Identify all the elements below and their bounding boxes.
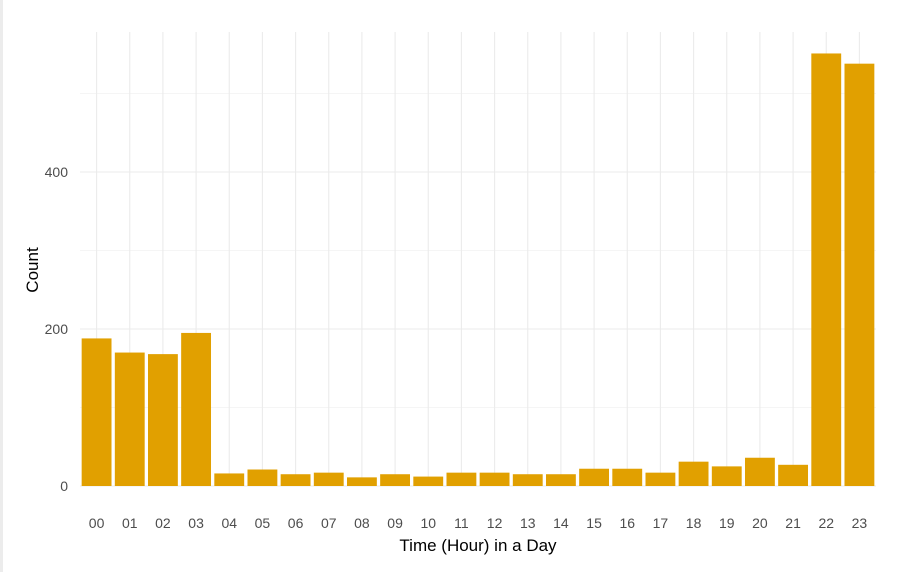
x-tick-label: 11 (454, 515, 469, 531)
bar-03 (181, 332, 212, 486)
x-tick-label: 12 (487, 515, 503, 531)
bar-05 (247, 469, 278, 486)
bar-12 (479, 472, 510, 486)
x-tick-label: 23 (852, 515, 868, 531)
x-tick-label: 06 (288, 515, 304, 531)
x-tick-label: 14 (553, 515, 569, 531)
bar-21 (778, 464, 809, 486)
bars (81, 53, 875, 487)
bar-15 (579, 468, 610, 486)
x-tick-label: 17 (653, 515, 669, 531)
bar-22 (811, 53, 842, 487)
bar-02 (147, 354, 178, 486)
x-tick-label: 02 (155, 515, 171, 531)
bar-04 (214, 473, 245, 486)
bar-11 (446, 472, 477, 486)
y-tick-label: 400 (45, 164, 69, 180)
y-tick-labels: 0 200 400 (45, 164, 69, 494)
x-tick-label: 21 (785, 515, 801, 531)
bar-08 (346, 477, 377, 486)
bar-17 (645, 472, 676, 486)
x-axis-title: Time (Hour) in a Day (399, 536, 557, 555)
x-tick-label: 18 (686, 515, 702, 531)
y-tick-label: 0 (60, 478, 68, 494)
x-tick-label: 20 (752, 515, 768, 531)
x-tick-label: 10 (420, 515, 436, 531)
x-tick-label: 15 (586, 515, 602, 531)
x-tick-label: 09 (387, 515, 403, 531)
bar-09 (380, 474, 411, 486)
bar-14 (545, 474, 576, 486)
y-tick-label: 200 (45, 321, 69, 337)
x-tick-label: 00 (89, 515, 105, 531)
x-tick-label: 05 (255, 515, 271, 531)
x-tick-label: 07 (321, 515, 337, 531)
x-tick-label: 01 (122, 515, 138, 531)
bar-16 (612, 468, 643, 486)
x-tick-label: 16 (619, 515, 635, 531)
bar-06 (280, 474, 311, 486)
bar-19 (711, 466, 742, 486)
x-tick-label: 22 (818, 515, 834, 531)
bar-13 (512, 474, 543, 486)
y-axis-title: Count (23, 247, 42, 293)
x-tick-label: 08 (354, 515, 370, 531)
bar-01 (114, 352, 145, 486)
bar-23 (844, 63, 875, 487)
x-tick-label: 19 (719, 515, 735, 531)
x-tick-label: 13 (520, 515, 536, 531)
bar-07 (313, 472, 344, 486)
bar-00 (81, 338, 112, 486)
bar-10 (413, 476, 444, 486)
bar-20 (744, 457, 775, 486)
x-tick-labels: 00 01 02 03 04 05 06 07 08 09 10 11 12 13 14 15 16 17 18 19… (89, 515, 868, 531)
bar-18 (678, 461, 709, 486)
x-tick-label: 03 (188, 515, 204, 531)
x-tick-label: 04 (221, 515, 237, 531)
